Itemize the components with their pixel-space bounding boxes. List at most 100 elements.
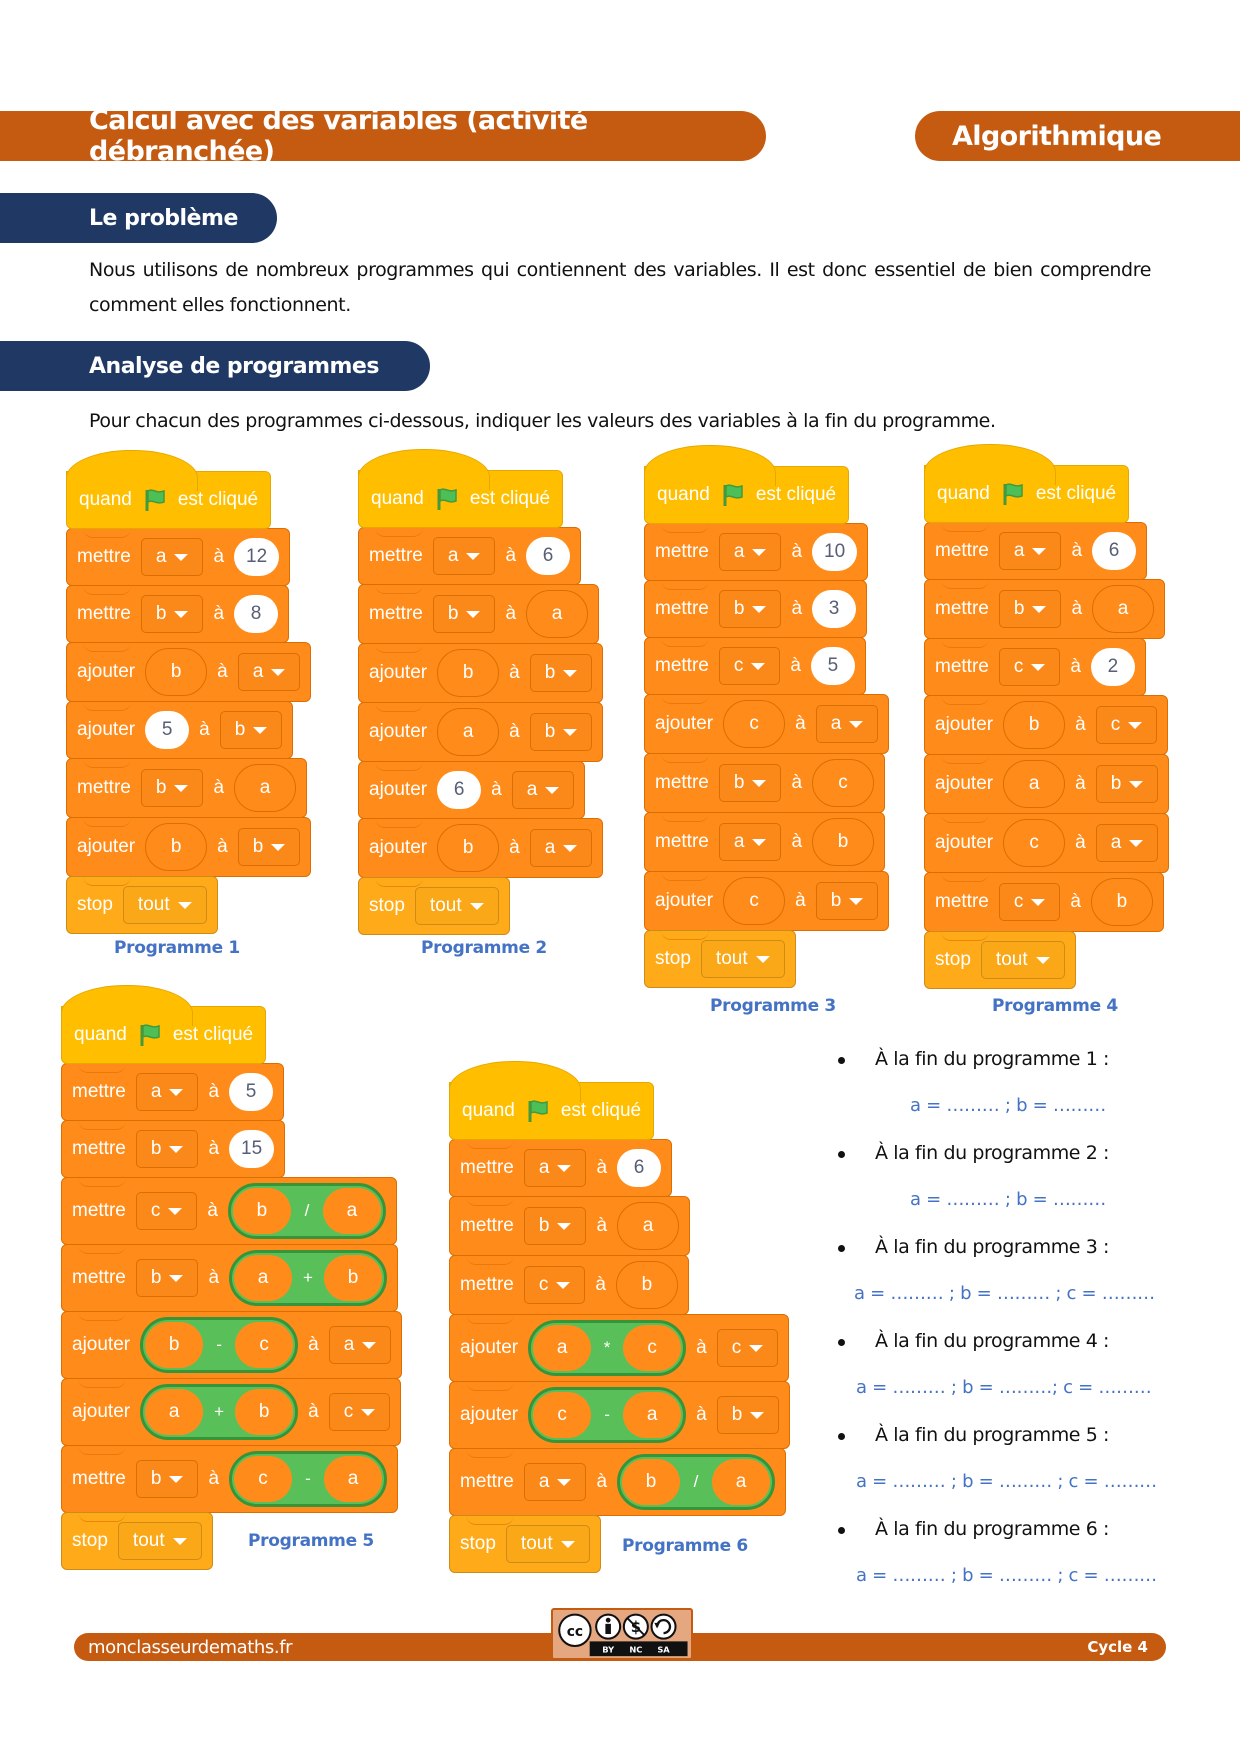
set-variable-block[interactable]: mettre a à 6	[924, 522, 1148, 580]
number-input[interactable]: 5	[145, 711, 190, 749]
set-variable-block[interactable]: mettre b à a	[449, 1196, 691, 1256]
variable-reporter[interactable]: a	[712, 1459, 771, 1505]
variable-dropdown[interactable]: b	[432, 595, 496, 633]
variable-dropdown[interactable]: b	[716, 1396, 780, 1434]
variable-dropdown[interactable]: a	[523, 1149, 587, 1187]
change-variable-block[interactable]: ajouter a * c à c	[449, 1314, 790, 1382]
variable-reporter[interactable]: b	[145, 1322, 204, 1368]
variable-dropdown[interactable]: b	[140, 769, 204, 807]
number-input[interactable]: 15	[229, 1130, 275, 1168]
set-variable-block[interactable]: mettre c à b / a	[61, 1177, 397, 1245]
variable-reporter[interactable]: c	[533, 1392, 592, 1438]
change-variable-block[interactable]: ajouter 6 à a	[358, 761, 586, 819]
variable-reporter[interactable]: c	[812, 759, 875, 807]
answer-blank[interactable]: a = ……… ; b = ……… ; c = ………	[856, 1471, 1157, 1492]
variable-reporter[interactable]: a	[324, 1456, 383, 1502]
variable-dropdown[interactable]: c	[135, 1192, 198, 1230]
number-input[interactable]: 6	[526, 537, 571, 575]
change-variable-block[interactable]: ajouter c - a à b	[449, 1381, 791, 1449]
variable-reporter[interactable]: b	[1003, 701, 1066, 749]
when-flag-clicked-block[interactable]: quand est cliqué	[66, 450, 272, 529]
stop-all-block[interactable]: stop tout	[358, 877, 510, 935]
number-input[interactable]: 5	[229, 1073, 274, 1111]
change-variable-block[interactable]: ajouter 5 à b	[66, 701, 294, 759]
variable-dropdown[interactable]: a	[432, 537, 496, 575]
variable-reporter[interactable]: a	[234, 1255, 293, 1301]
change-variable-block[interactable]: ajouter b à a	[358, 818, 604, 878]
variable-dropdown[interactable]: a	[237, 653, 301, 691]
variable-reporter[interactable]: b	[622, 1459, 681, 1505]
variable-dropdown[interactable]: c	[523, 1266, 586, 1304]
stop-all-block[interactable]: stop tout	[924, 931, 1076, 989]
change-variable-block[interactable]: ajouter c à a	[644, 694, 890, 754]
when-flag-clicked-block[interactable]: quand est cliqué	[61, 985, 267, 1064]
variable-dropdown[interactable]: a	[328, 1326, 392, 1364]
when-flag-clicked-block[interactable]: quand est cliqué	[358, 449, 564, 528]
variable-dropdown[interactable]: c	[716, 1329, 779, 1367]
variable-reporter[interactable]: a	[437, 708, 500, 756]
variable-reporter[interactable]: b	[145, 648, 208, 696]
number-input[interactable]: 5	[810, 647, 855, 685]
stop-option-dropdown[interactable]: tout	[414, 887, 499, 925]
change-variable-block[interactable]: ajouter a + b à c	[61, 1378, 402, 1446]
variable-dropdown[interactable]: b	[1095, 765, 1159, 803]
variable-reporter[interactable]: a	[526, 590, 589, 638]
variable-dropdown[interactable]: a	[511, 771, 575, 809]
set-variable-block[interactable]: mettre b à 15	[61, 1120, 286, 1178]
variable-dropdown[interactable]: a	[529, 829, 593, 867]
variable-dropdown[interactable]: a	[1095, 824, 1159, 862]
variable-dropdown[interactable]: b	[718, 764, 782, 802]
operator-reporter[interactable]: b-c	[140, 1317, 299, 1373]
variable-reporter[interactable]: a	[322, 1188, 381, 1234]
answer-blank[interactable]: a = ……… ; b = ………	[910, 1189, 1106, 1210]
set-variable-block[interactable]: mettre a à 6	[358, 527, 582, 585]
variable-dropdown[interactable]: a	[815, 705, 879, 743]
when-flag-clicked-block[interactable]: quand est cliqué	[924, 444, 1130, 523]
set-variable-block[interactable]: mettre b à a	[358, 584, 600, 644]
answer-blank[interactable]: a = ……… ; b = ………; c = ………	[856, 1377, 1152, 1398]
variable-dropdown[interactable]: b	[529, 654, 593, 692]
set-variable-block[interactable]: mettre c à 5	[644, 637, 866, 695]
variable-reporter[interactable]: b	[437, 824, 500, 872]
variable-reporter[interactable]: b	[324, 1255, 383, 1301]
stop-option-dropdown[interactable]: tout	[505, 1525, 590, 1563]
stop-option-dropdown[interactable]: tout	[980, 941, 1065, 979]
variable-dropdown[interactable]: a	[523, 1463, 587, 1501]
change-variable-block[interactable]: ajouter a à b	[924, 754, 1170, 814]
variable-dropdown[interactable]: c	[998, 648, 1061, 686]
number-input[interactable]: 12	[234, 538, 280, 576]
answer-blank[interactable]: a = ……… ; b = ………	[910, 1095, 1106, 1116]
variable-dropdown[interactable]: a	[718, 823, 782, 861]
variable-reporter[interactable]: b	[1090, 878, 1153, 926]
variable-dropdown[interactable]: b	[140, 595, 204, 633]
operator-reporter[interactable]: b / a	[227, 1183, 386, 1239]
variable-dropdown[interactable]: b	[529, 713, 593, 751]
variable-reporter[interactable]: c	[623, 1325, 682, 1371]
variable-dropdown[interactable]: a	[135, 1073, 199, 1111]
variable-reporter[interactable]: c	[723, 877, 786, 925]
variable-reporter[interactable]: b	[145, 823, 208, 871]
change-variable-block[interactable]: ajouter b à b	[66, 817, 312, 877]
change-variable-block[interactable]: ajouter b à a	[66, 642, 312, 702]
number-input[interactable]: 6	[1092, 532, 1137, 570]
change-variable-block[interactable]: ajouter b à b	[358, 643, 604, 703]
set-variable-block[interactable]: mettre a à 6	[449, 1139, 673, 1197]
variable-dropdown[interactable]: a	[998, 532, 1062, 570]
answer-blank[interactable]: a = ……… ; b = ……… ; c = ………	[854, 1283, 1155, 1304]
change-variable-block[interactable]: ajouter b à c	[924, 695, 1169, 755]
variable-dropdown[interactable]: a	[718, 533, 782, 571]
stop-all-block[interactable]: stop tout	[66, 876, 218, 934]
variable-dropdown[interactable]: c	[718, 647, 781, 685]
set-variable-block[interactable]: mettre a à 5	[61, 1063, 285, 1121]
stop-option-dropdown[interactable]: tout	[117, 1522, 202, 1560]
operator-reporter[interactable]: b / a	[617, 1454, 776, 1510]
change-variable-block[interactable]: ajouter c à b	[644, 871, 890, 931]
variable-dropdown[interactable]: c	[998, 883, 1061, 921]
variable-dropdown[interactable]: b	[219, 711, 283, 749]
when-flag-clicked-block[interactable]: quand est cliqué	[644, 445, 850, 524]
variable-reporter[interactable]: a	[234, 764, 297, 812]
variable-reporter[interactable]: a	[1003, 760, 1066, 808]
operator-reporter[interactable]: a + b	[229, 1250, 388, 1306]
set-variable-block[interactable]: mettre b à c	[644, 753, 886, 813]
variable-dropdown[interactable]: b	[135, 1259, 199, 1297]
